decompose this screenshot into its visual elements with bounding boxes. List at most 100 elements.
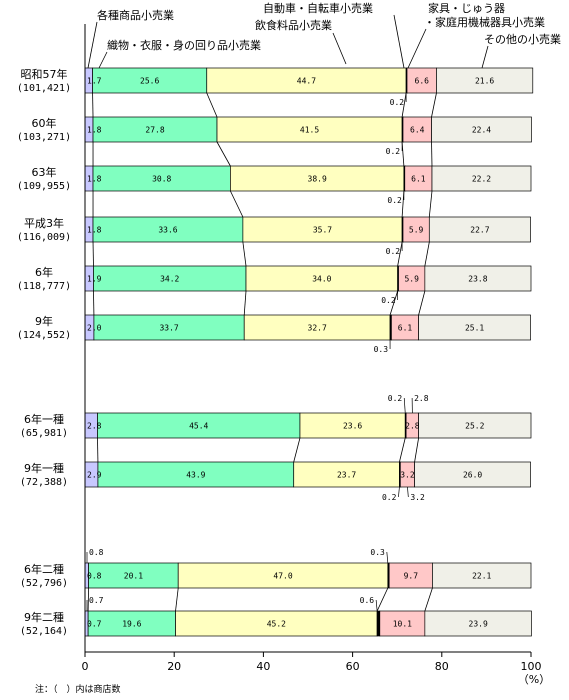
legend-label: その他の小売業 <box>484 33 561 46</box>
data-label: 0.2 <box>386 247 401 256</box>
bar-segment <box>299 412 406 439</box>
bar-segment <box>398 265 426 292</box>
legend-pointer-line <box>407 28 427 69</box>
connector-line <box>376 587 389 612</box>
bar-segment <box>432 562 532 589</box>
data-label: 6.6 <box>415 77 430 86</box>
category-label: 60年 <box>32 116 57 130</box>
legend-label: ・家庭用機械器具小売業 <box>424 15 545 29</box>
callout-line <box>403 397 406 414</box>
store-count-label: (72,388) <box>20 477 68 488</box>
legend-pointer-line <box>332 32 347 65</box>
store-count-label: (118,777) <box>17 281 71 292</box>
store-count-label: (52,164) <box>20 626 68 637</box>
data-label: 21.6 <box>475 77 494 86</box>
bar-segment <box>431 116 532 143</box>
bar-segment <box>216 116 403 143</box>
data-label: 1.8 <box>87 175 102 184</box>
data-label: 22.4 <box>472 126 491 135</box>
bar-segment <box>379 610 426 637</box>
data-label: 25.6 <box>140 77 159 86</box>
x-tick-label: 0 <box>82 660 89 673</box>
connector-line <box>242 241 247 267</box>
data-label: 1.8 <box>87 226 102 235</box>
bar-segment <box>376 610 381 637</box>
connector-line <box>175 587 179 612</box>
data-label: 47.0 <box>273 572 292 581</box>
data-label: 0.7 <box>87 620 102 629</box>
data-label: 41.5 <box>300 126 319 135</box>
data-label: 20.1 <box>124 572 143 581</box>
data-label: 0.2 <box>386 147 401 156</box>
bar-segment <box>242 216 403 243</box>
data-label: 32.7 <box>308 324 327 333</box>
connector-line <box>293 437 301 463</box>
store-count-label: (116,009) <box>17 232 71 243</box>
x-tick-label: 80 <box>435 660 449 673</box>
store-count-label: (101,421) <box>17 83 71 94</box>
bar-segment <box>424 610 532 637</box>
bar-segment <box>418 314 531 341</box>
category-label: 6年二種 <box>24 562 64 576</box>
category-label: 9年一種 <box>24 461 64 475</box>
store-count-label: (65,981) <box>20 428 68 439</box>
data-label: 33.7 <box>159 324 178 333</box>
category-label: 昭和57年 <box>21 67 68 81</box>
bar-segment <box>92 67 208 94</box>
data-label: 3.2 <box>400 471 415 480</box>
legend-label: 家具・じゅう器 <box>428 1 505 15</box>
data-label: 26.0 <box>463 471 482 480</box>
bar-segment <box>87 610 176 637</box>
bar-segment <box>402 216 430 243</box>
callout-line <box>386 551 389 564</box>
data-label: 0.8 <box>87 572 102 581</box>
data-label: 38.9 <box>308 175 327 184</box>
bar-segment <box>97 461 295 488</box>
data-label: 44.7 <box>297 77 316 86</box>
x-tick-label: 100 <box>521 660 542 673</box>
data-label: 0.7 <box>89 596 104 605</box>
data-label: 23.6 <box>343 422 362 431</box>
legend-pointer-line <box>481 45 489 69</box>
legend-pointer-line <box>393 14 405 69</box>
bar-segment <box>293 461 400 488</box>
bar-segment <box>92 216 244 243</box>
data-label: 0.2 <box>388 394 403 403</box>
data-label: 0.3 <box>370 548 385 557</box>
bar-segment <box>230 165 405 192</box>
data-label: 0.6 <box>360 596 375 605</box>
connector-line <box>399 437 406 463</box>
connector-line <box>424 587 433 612</box>
bar-segment <box>436 67 534 94</box>
data-label: 2.8 <box>414 394 429 403</box>
data-label: 25.2 <box>465 422 484 431</box>
bar-segment <box>88 562 179 589</box>
callout-line <box>398 486 400 498</box>
footnote: 注：（ ）内は商店数 <box>35 683 121 695</box>
category-label: 6年一種 <box>24 412 64 426</box>
legend-label: 各種商品小売業 <box>97 8 174 22</box>
x-tick-label: 60 <box>346 660 360 673</box>
store-count-label: (124,552) <box>17 330 71 341</box>
data-label: 22.1 <box>472 572 491 581</box>
bar-segment <box>428 216 531 243</box>
data-label: 23.8 <box>468 275 487 284</box>
bar-segment <box>92 165 231 192</box>
data-label: 2.8 <box>87 422 102 431</box>
bar-segment <box>424 265 532 292</box>
data-label: 1.8 <box>87 126 102 135</box>
legend-label: 織物・衣服・身の回り品小売業 <box>107 38 261 52</box>
category-label: 63年 <box>32 165 57 179</box>
data-label: 45.2 <box>267 620 286 629</box>
legend-pointer-line <box>98 51 108 69</box>
connector-line <box>414 437 420 463</box>
data-label: 30.8 <box>152 175 171 184</box>
bar-segment <box>418 412 532 439</box>
category-label: 6年 <box>35 265 53 279</box>
store-count-label: (103,271) <box>17 132 71 143</box>
data-label: 27.8 <box>145 126 164 135</box>
data-label: 35.7 <box>313 226 332 235</box>
store-count-label: (52,796) <box>20 578 68 589</box>
legend-label: 自動車・自転車小売業 <box>263 1 373 15</box>
